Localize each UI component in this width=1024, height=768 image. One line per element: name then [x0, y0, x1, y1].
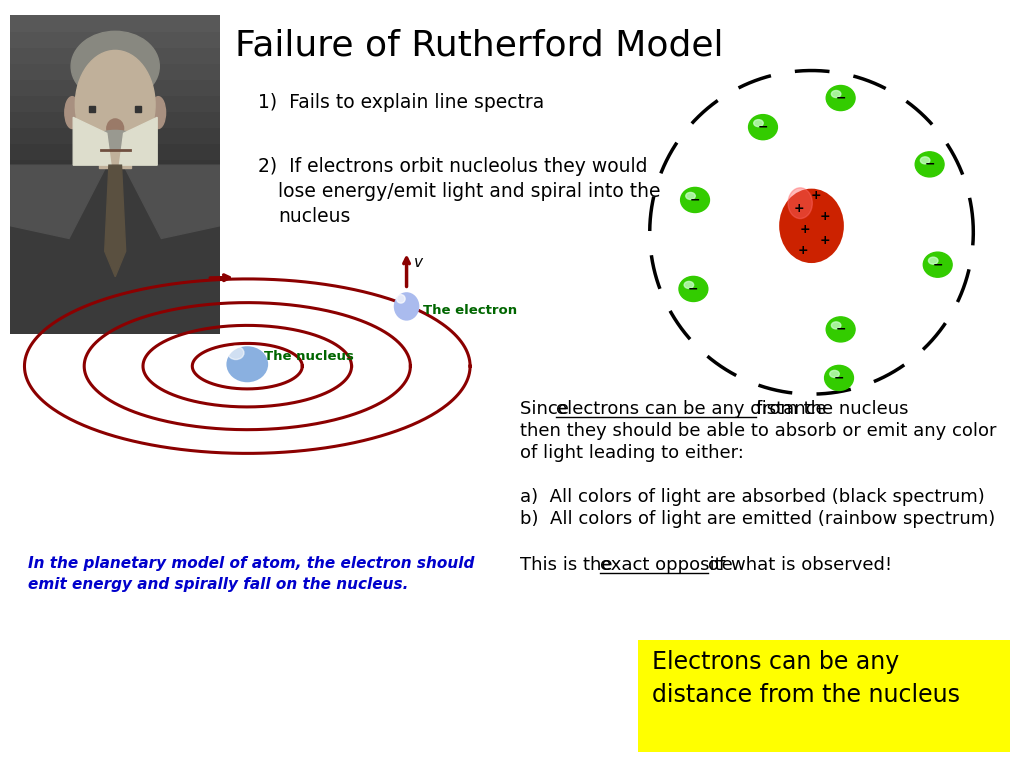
Text: +: +	[819, 210, 829, 223]
Text: +: +	[798, 243, 809, 257]
Bar	[10, 254, 220, 270]
Bar	[10, 303, 220, 318]
Bar	[10, 165, 220, 334]
Text: +: +	[819, 234, 829, 247]
Ellipse shape	[754, 120, 763, 127]
Ellipse shape	[71, 31, 160, 101]
Text: from the nucleus: from the nucleus	[756, 400, 908, 418]
Bar	[10, 175, 220, 190]
Text: emit energy and spirally fall on the nucleus.: emit energy and spirally fall on the nuc…	[28, 577, 409, 592]
Bar	[10, 127, 220, 143]
Text: +: +	[800, 223, 810, 236]
Bar	[10, 63, 220, 79]
Bar	[10, 239, 220, 254]
Text: −: −	[834, 372, 844, 385]
Ellipse shape	[65, 97, 80, 128]
Ellipse shape	[829, 370, 840, 377]
Text: nucleus: nucleus	[278, 207, 350, 226]
Bar	[10, 190, 220, 207]
Polygon shape	[104, 165, 126, 276]
Text: 2)  If electrons orbit nucleolus they would: 2) If electrons orbit nucleolus they wou…	[258, 157, 647, 176]
Ellipse shape	[788, 188, 812, 219]
Bar	[10, 270, 220, 286]
FancyBboxPatch shape	[638, 640, 1010, 752]
Bar	[10, 159, 220, 175]
Bar	[10, 111, 220, 127]
Text: a)  All colors of light are absorbed (black spectrum): a) All colors of light are absorbed (bla…	[520, 488, 985, 506]
Bar	[10, 223, 220, 239]
Text: −: −	[758, 121, 768, 134]
Text: 1)  Fails to explain line spectra: 1) Fails to explain line spectra	[258, 93, 544, 112]
Ellipse shape	[106, 119, 124, 138]
Polygon shape	[120, 118, 158, 165]
Bar	[99, 137, 131, 168]
Ellipse shape	[151, 97, 166, 128]
Polygon shape	[10, 165, 106, 239]
Bar	[10, 318, 220, 334]
Text: Since: Since	[520, 400, 574, 418]
Polygon shape	[124, 165, 220, 239]
Bar	[10, 79, 220, 95]
Text: This is the: This is the	[520, 556, 618, 574]
Bar	[10, 48, 220, 63]
Ellipse shape	[779, 189, 844, 263]
Ellipse shape	[831, 322, 841, 329]
Bar	[10, 31, 220, 48]
Bar	[10, 15, 220, 31]
Text: Electrons can be any
distance from the nucleus: Electrons can be any distance from the n…	[652, 650, 961, 707]
Ellipse shape	[684, 281, 693, 289]
Ellipse shape	[394, 292, 420, 321]
Polygon shape	[74, 118, 111, 165]
Text: −: −	[690, 194, 700, 207]
Text: Failure of Rutherford Model: Failure of Rutherford Model	[234, 28, 724, 62]
Ellipse shape	[826, 85, 855, 111]
Ellipse shape	[681, 187, 710, 213]
Ellipse shape	[929, 257, 938, 264]
Ellipse shape	[686, 193, 695, 200]
Bar	[10, 143, 220, 159]
Text: −: −	[836, 323, 846, 336]
Text: electrons can be any distance: electrons can be any distance	[556, 400, 833, 418]
Text: −: −	[688, 283, 698, 296]
Ellipse shape	[831, 91, 841, 98]
Ellipse shape	[92, 131, 138, 151]
Ellipse shape	[227, 346, 244, 359]
Bar	[10, 95, 220, 111]
Ellipse shape	[76, 51, 155, 159]
Bar	[10, 207, 220, 223]
Text: of light leading to either:: of light leading to either:	[520, 444, 743, 462]
Ellipse shape	[749, 114, 777, 140]
Text: +: +	[811, 189, 821, 202]
Text: lose energy/emit light and spiral into the: lose energy/emit light and spiral into t…	[278, 182, 660, 201]
Text: The electron: The electron	[423, 304, 517, 317]
Text: then they should be able to absorb or emit any color: then they should be able to absorb or em…	[520, 422, 996, 440]
Ellipse shape	[396, 295, 406, 303]
Text: exact opposite: exact opposite	[600, 556, 738, 574]
Ellipse shape	[924, 252, 952, 277]
Ellipse shape	[921, 157, 930, 164]
Text: v: v	[414, 255, 423, 270]
Ellipse shape	[226, 346, 268, 382]
Bar	[10, 286, 220, 303]
Text: In the planetary model of atom, the electron should: In the planetary model of atom, the elec…	[28, 556, 474, 571]
Ellipse shape	[915, 152, 944, 177]
Text: −: −	[836, 91, 846, 104]
Text: b)  All colors of light are emitted (rainbow spectrum): b) All colors of light are emitted (rain…	[520, 510, 995, 528]
Ellipse shape	[826, 317, 855, 342]
Text: −: −	[933, 258, 943, 271]
Text: +: +	[794, 201, 804, 214]
Ellipse shape	[679, 276, 708, 302]
Text: of what is observed!: of what is observed!	[708, 556, 892, 574]
Ellipse shape	[824, 366, 853, 390]
Text: −: −	[925, 158, 935, 170]
Text: The nucleus: The nucleus	[264, 350, 354, 363]
